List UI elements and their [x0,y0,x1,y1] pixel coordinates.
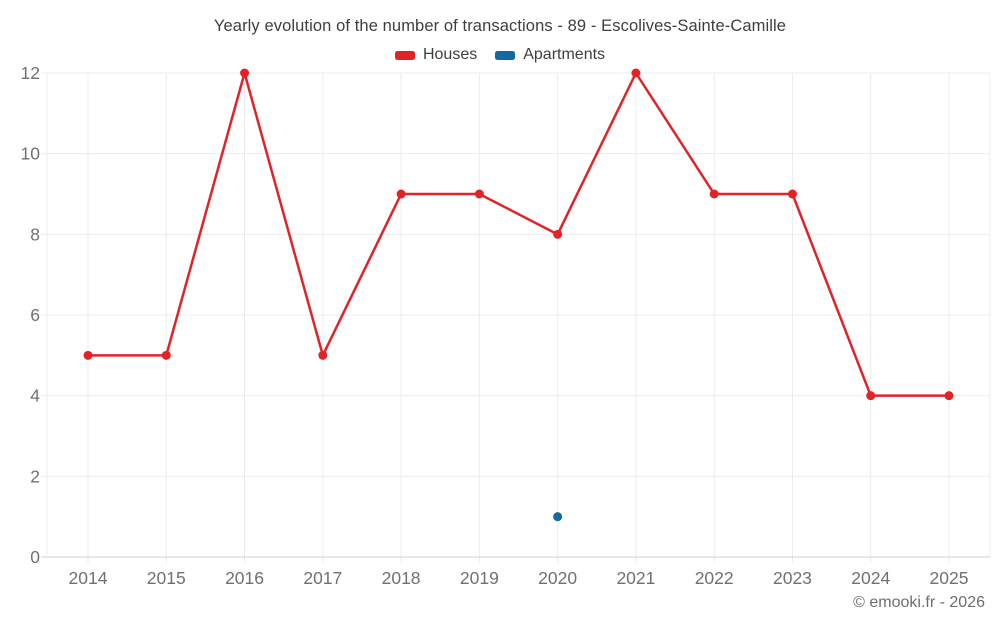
y-axis-tick-label: 10 [21,144,41,164]
y-axis-tick-label: 0 [30,547,40,567]
houses-data-point[interactable] [944,391,954,401]
houses-data-point[interactable] [318,350,328,360]
apartments-legend-marker [495,50,516,60]
y-axis-tick-label: 12 [21,63,40,83]
x-axis-tick-label: 2014 [69,568,108,588]
x-axis-tick-label: 2025 [930,568,969,588]
houses-series-line [86,71,951,397]
houses-data-point[interactable] [866,391,876,401]
houses-data-point[interactable] [240,68,250,78]
chart-legend: Houses Apartments [0,46,1000,64]
x-axis-tick-label: 2020 [538,568,577,588]
x-axis-tick-label: 2021 [616,568,655,588]
copyright-attribution: © emooki.fr - 2026 [853,594,985,611]
houses-data-point[interactable] [553,229,563,239]
houses-data-point[interactable] [631,68,641,78]
x-axis-tick-label: 2015 [147,568,186,588]
x-axis-tick-label: 2024 [851,568,890,588]
houses-data-point[interactable] [161,350,171,360]
legend-item-houses[interactable]: Houses [394,46,478,64]
houses-data-point[interactable] [787,189,797,199]
y-axis-tick-label: 8 [30,224,40,244]
houses-data-point[interactable] [709,189,719,199]
legend-item-apartments[interactable]: Apartments [495,46,605,64]
y-axis-tick-label: 2 [30,466,40,486]
x-axis-tick-label: 2017 [303,568,342,588]
legend-label-apartments: Apartments [523,46,606,63]
y-axis-tick-label: 6 [30,305,40,325]
x-axis-tick-label: 2019 [460,568,499,588]
apartments-data-point[interactable] [553,512,563,522]
houses-data-point[interactable] [83,350,93,360]
legend-label-houses: Houses [422,46,478,63]
chart-title: Yearly evolution of the number of transa… [213,17,787,35]
y-axis-tick-label: 4 [30,386,40,406]
x-axis-tick-label: 2016 [225,568,264,588]
houses-data-point[interactable] [474,189,484,199]
x-axis-tick-label: 2018 [382,568,421,588]
houses-legend-marker [394,50,415,60]
houses-data-point[interactable] [396,189,406,199]
x-axis-tick-label: 2022 [695,568,734,588]
x-axis-tick-label: 2023 [773,568,812,588]
